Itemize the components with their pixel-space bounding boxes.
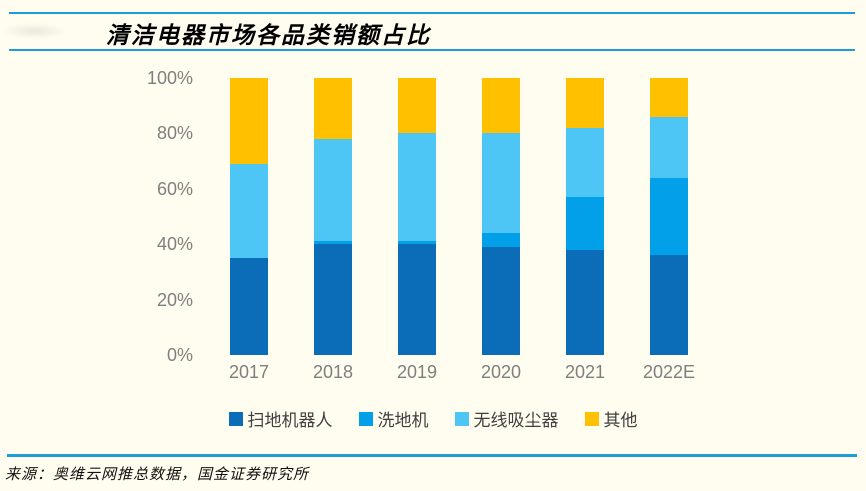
y-tick-label: 80%: [156, 123, 193, 144]
bar-column-2019: 2019: [375, 78, 459, 382]
bar-segment-0-2021: [566, 249, 604, 355]
bar-segment-2-2017: [230, 163, 268, 259]
y-axis: 0% 20% 40% 60% 80% 100%: [0, 68, 193, 365]
legend-swatch-icon: [358, 411, 373, 426]
bar-segment-1-2022E: [650, 177, 688, 256]
x-axis-label: 2018: [312, 362, 354, 382]
y-tick-label: 0%: [166, 345, 193, 365]
plot-columns: 2017 2018 2019 2020 2021 2022E: [207, 78, 711, 382]
bar-segment-3-2020: [482, 78, 520, 134]
bar-segment-2-2020: [482, 133, 520, 234]
legend-label: 洗地机: [377, 411, 429, 430]
faint-smudge: [2, 23, 68, 39]
bar-segment-3-2022E: [650, 78, 688, 117]
legend-swatch-icon: [454, 411, 469, 426]
legend-swatch-icon: [228, 411, 243, 426]
bar-segment-1-2021: [566, 197, 604, 250]
legend-label: 无线吸尘器: [473, 411, 559, 430]
bar-segment-0-2018: [314, 244, 352, 355]
x-axis-label: 2019: [396, 362, 438, 382]
bar-segment-0-2020: [482, 246, 520, 355]
stacked-bar-2020: [482, 78, 520, 355]
bar-segment-3-2019: [398, 78, 436, 134]
bar-column-2017: 2017: [207, 78, 291, 382]
bar-segment-3-2017: [230, 78, 268, 164]
legend-swatch-icon: [584, 411, 599, 426]
bar-segment-2-2019: [398, 133, 436, 242]
source-note: 来源：奥维云网推总数据，国金证券研究所: [5, 467, 310, 483]
legend-item-2: 无线吸尘器: [454, 406, 559, 431]
bar-segment-0-2022E: [650, 255, 688, 355]
y-tick-label: 20%: [156, 289, 193, 310]
bar-segment-2-2022E: [650, 116, 688, 178]
title-underline-rule: [9, 49, 855, 51]
legend-label: 扫地机器人: [247, 411, 333, 430]
legend-item-0: 扫地机器人: [228, 406, 333, 431]
bar-segment-0-2017: [230, 258, 268, 355]
x-axis-label: 2020: [480, 362, 522, 382]
bar-segment-1-2018: [314, 241, 352, 245]
bar-column-2020: 2020: [459, 78, 543, 382]
x-axis-label: 2021: [564, 362, 606, 382]
bar-segment-3-2018: [314, 78, 352, 139]
bar-segment-2-2021: [566, 127, 604, 198]
bar-column-2021: 2021: [543, 78, 627, 382]
stacked-bar-chart: 0% 20% 40% 60% 80% 100% 2017 2018 2019 2020 2021 2…: [0, 68, 866, 382]
y-tick-label: 100%: [146, 68, 193, 88]
x-axis-label: 2017: [228, 362, 270, 382]
legend-item-3: 其他: [584, 406, 638, 431]
bar-column-2018: 2018: [291, 78, 375, 382]
stacked-bar-2017: [230, 78, 268, 355]
stacked-bar-2019: [398, 78, 436, 355]
legend-item-1: 洗地机: [358, 406, 429, 431]
legend-label: 其他: [603, 411, 638, 430]
bar-segment-2-2018: [314, 138, 352, 242]
stacked-bar-2022E: [650, 78, 688, 355]
legend: 扫地机器人 洗地机 无线吸尘器 其他: [0, 406, 866, 431]
bar-segment-0-2019: [398, 244, 436, 355]
y-tick-label: 60%: [156, 178, 193, 199]
stacked-bar-2018: [314, 78, 352, 355]
bar-segment-1-2019: [398, 241, 436, 245]
y-tick-label: 40%: [156, 234, 193, 255]
top-rule: [9, 12, 855, 14]
stacked-bar-2021: [566, 78, 604, 355]
bar-segment-1-2020: [482, 233, 520, 247]
chart-title: 清洁电器市场各品类销额占比: [106, 22, 431, 48]
x-axis-label: 2022E: [642, 362, 696, 382]
bar-segment-3-2021: [566, 78, 604, 128]
bar-column-2022E: 2022E: [627, 78, 711, 382]
bottom-rule: [7, 454, 857, 457]
